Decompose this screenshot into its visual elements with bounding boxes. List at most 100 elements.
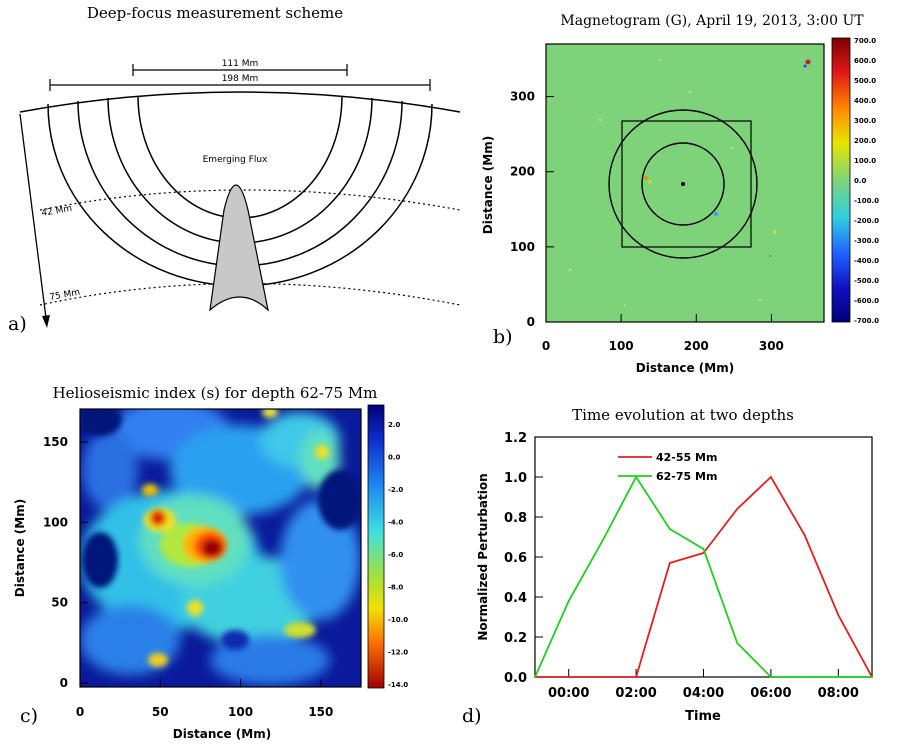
chart-xlabel: Time [685,709,721,724]
inner-annulus-circle [641,142,725,226]
chart-legend: 42-55 Mm 62-75 Mm [618,451,717,483]
magnetogram-colorbar-tick: 700.0 [854,37,876,45]
panel-c-ytick-label: 50 [51,596,68,610]
emerging-flux-shape [209,184,269,312]
magnetogram-colorbar-tick: 100.0 [854,157,876,165]
depth-42-line [39,189,461,211]
chart-ytick-label: 0.4 [504,591,527,606]
chart-ytick-label: 1.0 [504,471,527,486]
panel-b-x-ticks: 0 100 200 300 [542,314,784,353]
magnetogram-colorbar-tick: -100.0 [854,197,879,205]
magnetogram-colorbar [831,37,851,323]
magnetogram-colorbar-tick: -600.0 [854,297,879,305]
chart-point-2 [668,528,671,530]
chart-point-1 [635,676,637,678]
panel-c-ytick-label: 100 [43,515,68,529]
magnetogram-colorbar-tick: 600.0 [854,57,876,65]
chart-point-2 [567,600,570,602]
panel-c-xtick-label: 0 [76,705,84,719]
chart-xtick-label: 02:00 [615,686,656,701]
chart-point-1 [837,614,840,616]
helioseismic-colorbar-tick: -2.0 [388,486,403,494]
chart-series-line-1 [535,475,873,678]
helioseismic-map [80,409,361,687]
panel-b-xlabel: Distance (Mm) [636,361,734,375]
chart-y-ticks: 0.0 0.2 0.4 0.6 0.8 1.0 1.2 [504,431,543,686]
depth-42-label: 42 Mm [41,204,73,219]
panel-c-xtick-label: 100 [228,705,253,719]
chart-point-1 [770,476,772,478]
panel-a: Deep-focus measurement scheme 111 Mm 198… [8,4,461,335]
chart-ytick-label: 0.2 [504,631,527,646]
panel-b-ytick-label: 100 [510,240,535,254]
chart-point-2 [770,676,772,678]
helioseismic-colorbar [367,404,385,689]
magnetogram-colorbar-tick: 300.0 [854,117,876,125]
magnetogram-colorbar-tick: 500.0 [854,77,876,85]
magnetogram-image [545,43,825,323]
magnetogram-colorbar-ticks: 700.0 600.0 500.0 400.0 300.0 200.0 100.0 0.0 -1… [854,37,879,325]
magnetogram-colorbar-tick: -300.0 [854,237,879,245]
helioseismic-colorbar-tick: -6.0 [388,551,403,559]
chart-point-2 [702,548,705,550]
chart-xtick-label: 00:00 [548,686,589,701]
panel-b-xtick-label: 300 [759,339,784,353]
helioseismic-colorbar-tick: 0.0 [388,454,401,462]
chart-point-2 [803,676,806,678]
chart-series-group [534,475,873,678]
span-inner-label: 111 Mm [222,59,259,69]
magnetogram-colorbar-tick: -700.0 [854,317,879,325]
panel-b-title: Magnetogram (G), April 19, 2013, 3:00 UT [560,13,864,29]
chart-point-1 [567,676,570,678]
panel-c-label: c) [20,705,38,727]
panel-c-xlabel: Distance (Mm) [173,727,271,741]
outer-annulus-circle [608,109,758,259]
panel-c-ytick-label: 150 [43,435,68,449]
panel-c-y-ticks: 0 50 100 150 [43,435,88,690]
panel-c-title: Helioseismic index (s) for depth 62-75 M… [53,384,378,402]
emerging-flux-label: Emerging Flux [203,155,268,165]
chart-legend-label: 62-75 Mm [656,470,717,483]
helioseismic-colorbar-tick: 2.0 [388,421,401,429]
panel-b-ylabel: Distance (Mm) [481,136,495,234]
chart-ylabel: Normalized Perturbation [476,473,490,640]
panel-b-ytick-label: 200 [510,165,535,179]
panel-b-y-ticks: 0 100 200 300 [510,90,554,329]
chart-xtick-label: 04:00 [683,686,724,701]
chart-x-ticks: 00:00 02:00 04:00 06:00 08:00 [548,669,859,701]
chart-point-2 [871,676,873,678]
magnetogram-colorbar-tick: 0.0 [854,177,867,185]
panel-d-label: d) [462,705,482,727]
chart-legend-label: 42-55 Mm [656,451,717,464]
chart-point-2 [837,676,840,678]
panel-b-xtick-label: 200 [684,339,709,353]
chart-xtick-label: 08:00 [818,686,859,701]
span-outer-label: 198 Mm [222,74,259,84]
chart-point-1 [601,676,604,678]
magnetogram-specks [568,59,811,306]
chart-ytick-label: 1.2 [504,431,527,446]
chart-point-1 [803,534,806,536]
magnetogram-colorbar-tick: 200.0 [854,137,876,145]
panel-c-xtick-label: 50 [152,705,169,719]
chart-point-1 [668,562,671,564]
helioseismic-colorbar-tick: -10.0 [388,616,408,624]
helioseismic-colorbar-tick: -8.0 [388,584,403,592]
panel-c-frame [79,408,362,688]
panel-b-label: b) [493,326,513,348]
chart-point-2 [534,676,536,678]
panel-b-xtick-label: 0 [542,339,550,353]
magnetogram-colorbar-tick: -400.0 [854,257,879,265]
chart-ytick-label: 0.0 [504,671,527,686]
panel-a-title: Deep-focus measurement scheme [87,4,343,22]
helioseismic-colorbar-ticks: 2.0 0.0 -2.0 -4.0 -6.0 -8.0 -10.0 -12.0 -14.0 [388,421,408,689]
chart-point-2 [736,642,739,644]
chart-xtick-label: 06:00 [750,686,791,701]
magnetogram-colorbar-tick: -500.0 [854,277,879,285]
chart-ytick-label: 0.8 [504,511,527,526]
region-box [621,120,752,248]
chart-point-1 [736,508,739,510]
panel-c-x-ticks: 0 50 100 150 [76,679,333,719]
panel-c-ytick-label: 0 [60,676,68,690]
